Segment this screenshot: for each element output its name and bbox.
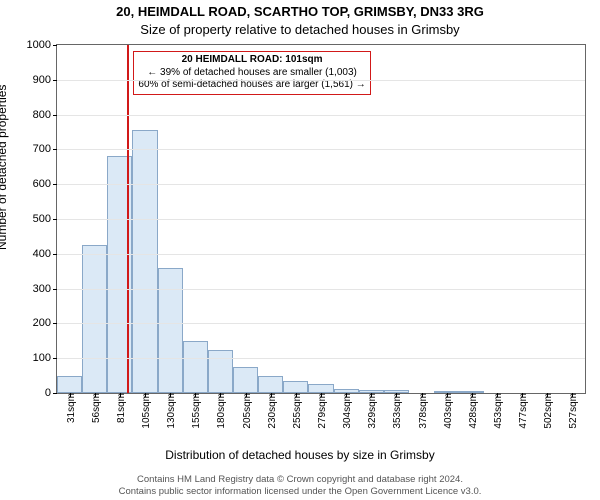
y-axis-label: Number of detached properties — [0, 85, 9, 250]
histogram-bar — [208, 350, 233, 394]
histogram-bar — [283, 381, 308, 393]
x-tick-label: 378sqm — [418, 393, 429, 429]
x-tick-label: 105sqm — [141, 393, 152, 429]
y-tick-label: 400 — [33, 248, 51, 260]
y-tick-label: 0 — [45, 387, 51, 399]
plot-area: 20 HEIMDALL ROAD: 101sqm ← 39% of detach… — [56, 44, 586, 394]
grid-line — [57, 115, 585, 116]
y-tick-mark — [53, 358, 57, 359]
x-tick-mark — [246, 393, 247, 397]
x-tick-mark — [70, 393, 71, 397]
footer-attribution: Contains HM Land Registry data © Crown c… — [0, 474, 600, 498]
y-tick-mark — [53, 393, 57, 394]
annotation-line2: ← 39% of detached houses are smaller (1,… — [138, 67, 365, 80]
x-tick-mark — [472, 393, 473, 397]
x-tick-mark — [396, 393, 397, 397]
histogram-bar — [57, 376, 82, 393]
y-tick-mark — [53, 80, 57, 81]
chart-title-subtitle: Size of property relative to detached ho… — [0, 22, 600, 37]
histogram-bar — [183, 341, 208, 393]
x-tick-mark — [572, 393, 573, 397]
grid-line — [57, 254, 585, 255]
histogram-bar — [308, 384, 333, 393]
grid-line — [57, 219, 585, 220]
x-tick-mark — [145, 393, 146, 397]
x-tick-label: 279sqm — [317, 393, 328, 429]
chart-container: 20, HEIMDALL ROAD, SCARTHO TOP, GRIMSBY,… — [0, 0, 600, 500]
footer-line2: Contains public sector information licen… — [0, 486, 600, 498]
y-tick-label: 700 — [33, 143, 51, 155]
x-tick-label: 403sqm — [443, 393, 454, 429]
x-tick-label: 477sqm — [518, 393, 529, 429]
x-tick-label: 230sqm — [267, 393, 278, 429]
x-tick-label: 428sqm — [468, 393, 479, 429]
chart-title-address: 20, HEIMDALL ROAD, SCARTHO TOP, GRIMSBY,… — [0, 4, 600, 19]
x-tick-mark — [195, 393, 196, 397]
y-tick-mark — [53, 323, 57, 324]
x-tick-label: 304sqm — [342, 393, 353, 429]
x-tick-label: 81sqm — [116, 393, 127, 423]
x-tick-mark — [95, 393, 96, 397]
y-tick-label: 100 — [33, 352, 51, 364]
x-axis-label: Distribution of detached houses by size … — [0, 448, 600, 462]
x-tick-mark — [120, 393, 121, 397]
x-tick-label: 255sqm — [292, 393, 303, 429]
y-tick-label: 1000 — [27, 39, 51, 51]
x-tick-label: 56sqm — [91, 393, 102, 423]
y-tick-mark — [53, 115, 57, 116]
grid-line — [57, 184, 585, 185]
y-tick-mark — [53, 289, 57, 290]
footer-line1: Contains HM Land Registry data © Crown c… — [0, 474, 600, 486]
x-tick-label: 31sqm — [66, 393, 77, 423]
grid-line — [57, 80, 585, 81]
grid-line — [57, 323, 585, 324]
histogram-bar — [258, 376, 283, 393]
x-tick-label: 527sqm — [568, 393, 579, 429]
x-tick-mark — [346, 393, 347, 397]
x-tick-mark — [271, 393, 272, 397]
y-tick-label: 300 — [33, 283, 51, 295]
x-tick-mark — [497, 393, 498, 397]
x-tick-label: 180sqm — [216, 393, 227, 429]
y-tick-mark — [53, 254, 57, 255]
grid-line — [57, 289, 585, 290]
histogram-bar — [233, 367, 258, 393]
x-tick-mark — [547, 393, 548, 397]
y-tick-mark — [53, 184, 57, 185]
y-tick-label: 800 — [33, 109, 51, 121]
annotation-box: 20 HEIMDALL ROAD: 101sqm ← 39% of detach… — [133, 51, 370, 95]
y-tick-label: 500 — [33, 213, 51, 225]
x-tick-mark — [422, 393, 423, 397]
x-tick-mark — [170, 393, 171, 397]
x-tick-label: 329sqm — [367, 393, 378, 429]
histogram-bar — [158, 268, 183, 393]
grid-line — [57, 358, 585, 359]
x-tick-label: 502sqm — [543, 393, 554, 429]
grid-line — [57, 149, 585, 150]
annotation-line1: 20 HEIMDALL ROAD: 101sqm — [138, 54, 365, 67]
y-tick-label: 200 — [33, 317, 51, 329]
histogram-bar — [132, 130, 157, 393]
x-tick-mark — [447, 393, 448, 397]
x-tick-label: 130sqm — [166, 393, 177, 429]
x-tick-label: 453sqm — [493, 393, 504, 429]
x-tick-mark — [321, 393, 322, 397]
x-tick-label: 155sqm — [191, 393, 202, 429]
histogram-bar — [82, 245, 107, 393]
y-tick-label: 900 — [33, 74, 51, 86]
y-tick-mark — [53, 219, 57, 220]
x-tick-label: 205sqm — [242, 393, 253, 429]
x-tick-mark — [220, 393, 221, 397]
x-tick-mark — [522, 393, 523, 397]
x-tick-mark — [296, 393, 297, 397]
y-tick-mark — [53, 45, 57, 46]
y-tick-mark — [53, 149, 57, 150]
y-tick-label: 600 — [33, 178, 51, 190]
x-tick-mark — [371, 393, 372, 397]
x-tick-label: 353sqm — [392, 393, 403, 429]
annotation-line3: 60% of semi-detached houses are larger (… — [138, 79, 365, 92]
